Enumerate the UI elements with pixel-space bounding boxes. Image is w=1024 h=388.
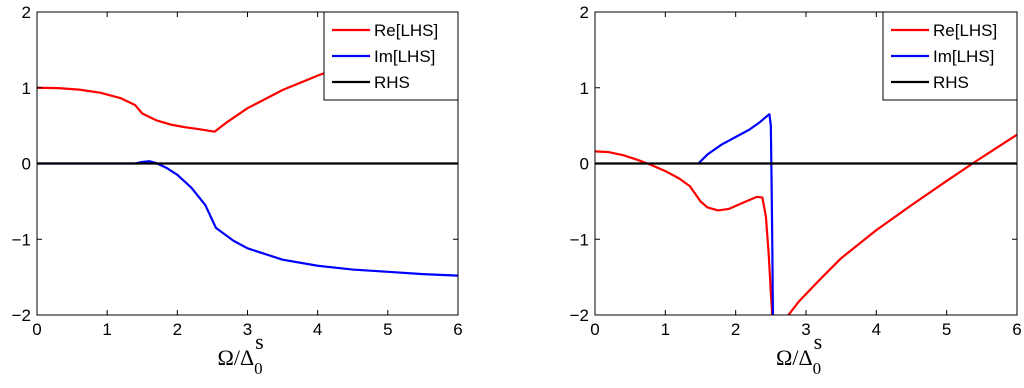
chart-0-legend-label-2: RHS (374, 73, 410, 92)
chart-0-ytick-label-1: −1 (12, 230, 31, 249)
chart-1-ytick-label-2: 0 (580, 155, 589, 174)
chart-1-ytick-label-3: 1 (580, 79, 589, 98)
chart-0-xlabel: Ω/Δ0 (218, 345, 263, 378)
chart-right: 0 1 2 3 4 5 6 −2 −1 0 1 2 Ω/Δ0s Re[LHS] Im[LHS] RHS (570, 3, 1022, 378)
chart-0-xtick-label-6: 6 (453, 320, 462, 339)
chart-1-xtick-label-4: 4 (872, 320, 881, 339)
chart-0-xtick-label-3: 3 (243, 320, 252, 339)
chart-1-legend-label-1: Im[LHS] (933, 47, 994, 66)
chart-0-ytick-label-0: −2 (12, 306, 31, 325)
chart-1-ytick-label-4: 2 (580, 3, 589, 22)
chart-1-series-1-line-0 (697, 113, 775, 315)
chart-0-legend-label-1: Im[LHS] (374, 47, 435, 66)
chart-1-series-group (595, 113, 1017, 315)
chart-1-xlabel: Ω/Δ0 (776, 345, 821, 378)
chart-1-xtick-label-5: 5 (942, 320, 951, 339)
chart-1-xtick-label-6: 6 (1012, 320, 1021, 339)
chart-0-legend-label-0: Re[LHS] (374, 21, 438, 40)
chart-0-ytick-label-2: 0 (22, 155, 31, 174)
chart-1-legend-label-2: RHS (933, 73, 969, 92)
chart-0-xtick-label-1: 1 (102, 320, 111, 339)
chart-left: 0 1 2 3 4 5 6 −2 −1 0 1 2 Ω/Δ0s Re[LHS] Im[LHS] RHS (12, 3, 463, 378)
chart-0-xtick-label-5: 5 (383, 320, 392, 339)
chart-1-xtick-label-2: 2 (731, 320, 740, 339)
chart-1-legend-label-0: Re[LHS] (933, 21, 997, 40)
chart-1-xtick-label-0: 0 (590, 320, 599, 339)
chart-1-series-0-line-0 (595, 150, 774, 315)
chart-1-ytick-label-0: −2 (570, 306, 589, 325)
chart-1-xlabel-sup: s (814, 329, 823, 354)
chart-1-legend: Re[LHS] Im[LHS] RHS (882, 11, 1018, 101)
chart-1-series-0-line-1 (787, 133, 1017, 315)
chart-0-ytick-label-3: 1 (22, 79, 31, 98)
chart-1-ytick-label-1: −1 (570, 230, 589, 249)
chart-1-xtick-label-3: 3 (801, 320, 810, 339)
chart-0-series-1-line-0 (37, 160, 458, 277)
chart-0-legend: Re[LHS] Im[LHS] RHS (323, 11, 459, 101)
chart-0-xtick-label-4: 4 (313, 320, 322, 339)
chart-0-xtick-label-2: 2 (173, 320, 182, 339)
chart-0-ytick-label-4: 2 (22, 3, 31, 22)
chart-1-xtick-label-1: 1 (661, 320, 670, 339)
chart-0-xlabel-sup: s (255, 329, 264, 354)
chart-0-xtick-label-0: 0 (32, 320, 41, 339)
